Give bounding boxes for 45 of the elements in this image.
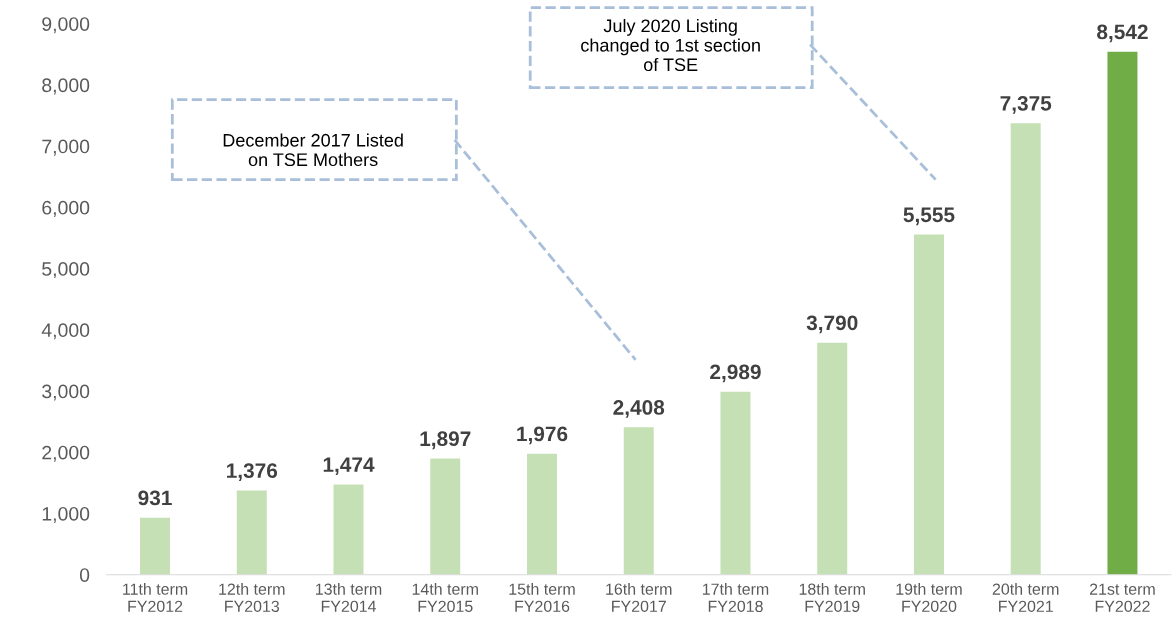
x-tick-label: 12th term FY2013 (219, 583, 285, 612)
bar (1010, 123, 1041, 575)
data-label: 1,474 (323, 457, 375, 476)
y-tick-label: 0 (79, 568, 90, 582)
bar (333, 484, 364, 575)
x-tick-label: 20th term FY2021 (992, 583, 1059, 612)
x-tick-label: 19th term FY2020 (896, 583, 962, 612)
y-tick-label: 1,000 (42, 506, 90, 524)
y-tick-label: 7,000 (42, 139, 90, 156)
bar (527, 453, 557, 575)
data-label: 8,542 (1097, 24, 1148, 43)
annotation: July 2020 Listing changed to 1st section of TSE (581, 18, 760, 72)
x-tick-label: 21st term FY2022 (1089, 583, 1155, 612)
data-label: 931 (138, 490, 172, 506)
bar (430, 458, 461, 575)
annotation: December 2017 Listed on TSE Mothers (223, 133, 403, 167)
bar (913, 234, 944, 575)
y-tick-label: 5,000 (42, 262, 90, 279)
x-tick-label: 18th term FY2019 (799, 583, 865, 612)
x-tick-label: 17th term FY2018 (702, 583, 769, 612)
y-tick-label: 4,000 (41, 323, 90, 340)
bar (623, 427, 654, 575)
bar (140, 517, 171, 575)
y-tick-label: 3,000 (42, 384, 90, 401)
bar (1107, 51, 1138, 575)
y-tick-label: 6,000 (42, 200, 90, 217)
data-label: 1,376 (227, 463, 278, 482)
data-label: 2,989 (710, 364, 761, 383)
data-label: 1,976 (517, 426, 568, 445)
data-label: 1,897 (420, 431, 471, 450)
data-label: 5,555 (903, 207, 955, 226)
data-label: 3,790 (806, 315, 858, 334)
x-tick-label: 15th term FY2016 (509, 583, 575, 612)
y-tick-label: 2,000 (42, 445, 90, 462)
x-tick-label: 11th term FY2012 (123, 583, 188, 612)
bar (236, 490, 267, 575)
bar (720, 391, 751, 575)
y-tick-label: 9,000 (42, 17, 90, 34)
bar (817, 342, 848, 575)
data-label: 7,375 (1000, 95, 1052, 114)
y-tick-label: 8,000 (42, 78, 90, 95)
data-label: 2,408 (613, 400, 665, 418)
x-tick-label: 14th term FY2015 (412, 583, 478, 612)
x-tick-label: 16th term FY2017 (606, 583, 672, 612)
x-tick-label: 13th term FY2014 (316, 583, 382, 612)
